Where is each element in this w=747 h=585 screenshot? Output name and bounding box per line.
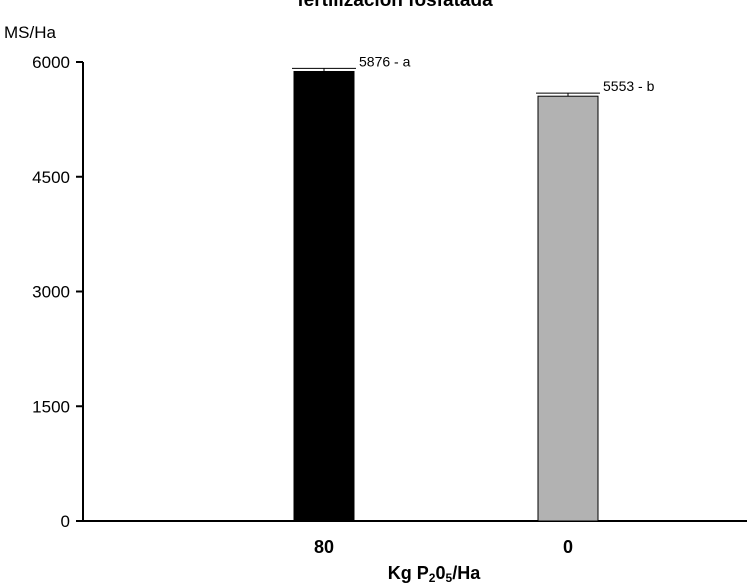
- x-axis-label: Kg P205/Ha: [388, 563, 481, 585]
- data-label-value: 5553: [603, 78, 634, 94]
- data-label-value: 5876: [359, 53, 390, 69]
- chart-title: fertilización fosfatada: [297, 0, 493, 11]
- data-label-separator: -: [634, 78, 646, 94]
- y-tick-label: 4500: [32, 168, 70, 187]
- x-label-subscript: 5: [446, 571, 453, 585]
- y-axis-label: MS/Ha: [4, 23, 57, 42]
- bar-80: [293, 70, 355, 522]
- data-label-letter: b: [647, 78, 655, 94]
- data-label-0: 5553 - b: [603, 78, 655, 94]
- x-label-part: Kg P: [388, 563, 429, 583]
- error-bars: [292, 67, 600, 97]
- y-tick-label: 1500: [32, 397, 70, 416]
- x-tick-label: 0: [563, 537, 573, 557]
- y-tick-label: 0: [61, 512, 70, 531]
- data-labels: 5876 - a 5553 - b: [359, 53, 655, 94]
- x-categories: 80 0: [314, 537, 573, 557]
- y-tick-label: 3000: [32, 283, 70, 302]
- x-tick-label: 80: [314, 537, 334, 557]
- data-label-80: 5876 - a: [359, 53, 411, 69]
- x-label-part: 0: [435, 563, 445, 583]
- bar-0: [537, 95, 599, 522]
- x-label-subscript: 2: [429, 571, 436, 585]
- x-label-part: /Ha: [452, 563, 481, 583]
- y-tick-label: 6000: [32, 53, 70, 72]
- data-label-separator: -: [390, 53, 402, 69]
- data-label-letter: a: [403, 53, 411, 69]
- bars: [293, 70, 599, 522]
- y-ticks: 0 1500 3000 4500 6000: [32, 53, 83, 531]
